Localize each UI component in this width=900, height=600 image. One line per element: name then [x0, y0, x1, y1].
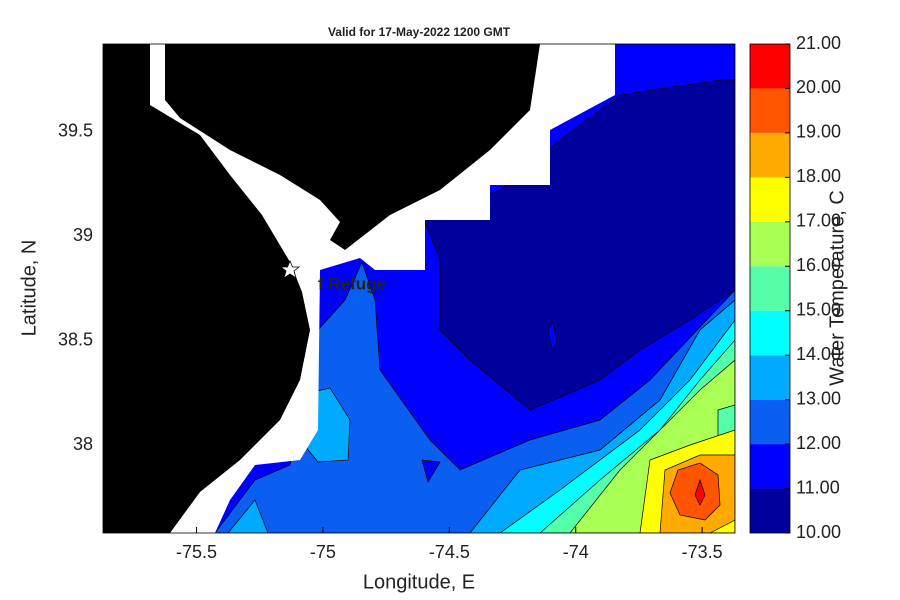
colorbar-swatch	[750, 177, 790, 222]
colorbar-swatch	[750, 44, 790, 89]
colorbar-swatch	[750, 355, 790, 400]
colorbar-tick-label: 16.00	[796, 255, 841, 275]
colorbar-tick-label: 19.00	[796, 122, 841, 142]
colorbar-label: Water Temperature, C	[826, 190, 848, 386]
colorbar-swatch	[750, 444, 790, 489]
colorbar-tick-label: 15.00	[796, 299, 841, 319]
colorbar-swatch	[750, 399, 790, 445]
y-tick-label: 38	[73, 434, 93, 454]
colorbar-tick-label: 11.00	[796, 477, 840, 497]
colorbar-swatch	[750, 132, 790, 178]
colorbar-swatch	[750, 310, 790, 356]
contour-region	[421, 459, 441, 483]
colorbar-tick-label: 18.00	[796, 166, 841, 186]
colorbar-tick-label: 17.00	[796, 211, 841, 231]
x-tick-label: -75.5	[176, 542, 217, 562]
colorbar-frame	[749, 43, 791, 534]
plot-area	[103, 44, 735, 533]
land	[103, 44, 310, 533]
plot-frame	[102, 43, 736, 534]
contour-region	[547, 321, 558, 351]
contour-region	[424, 79, 735, 411]
chart-title: Valid for 17-May-2022 1200 GMT	[328, 25, 511, 39]
y-tick-label: 39.5	[58, 121, 93, 141]
y-tick-label: 38.5	[58, 329, 93, 349]
colorbar-tick-label: 10.00	[796, 522, 841, 542]
colorbar-swatch	[750, 488, 790, 533]
x-tick-label: -73.5	[682, 542, 723, 562]
colorbar-tick-label: 14.00	[796, 344, 841, 364]
land	[165, 44, 540, 250]
colorbar-swatch	[750, 221, 790, 267]
x-tick-label: -75	[310, 542, 336, 562]
colorbar-tick-label: 12.00	[796, 433, 841, 453]
colorbar-swatch	[750, 266, 790, 311]
colorbar-tick-label: 20.00	[796, 77, 841, 97]
contour-region	[669, 462, 721, 521]
y-tick-label: 39	[73, 225, 93, 245]
colorbar-tick-label: 21.00	[796, 33, 841, 53]
contour-region	[694, 478, 706, 506]
annotation: f Refuge	[318, 274, 386, 293]
y-axis-label: Latitude, N	[18, 240, 40, 337]
x-tick-label: -74.5	[429, 542, 470, 562]
contour-region	[227, 499, 269, 533]
colorbar-swatch	[750, 88, 790, 133]
x-axis-label: Longitude, E	[363, 571, 475, 593]
station-marker	[279, 259, 301, 279]
x-tick-label: -74	[563, 542, 589, 562]
colorbar-tick-label: 13.00	[796, 388, 841, 408]
